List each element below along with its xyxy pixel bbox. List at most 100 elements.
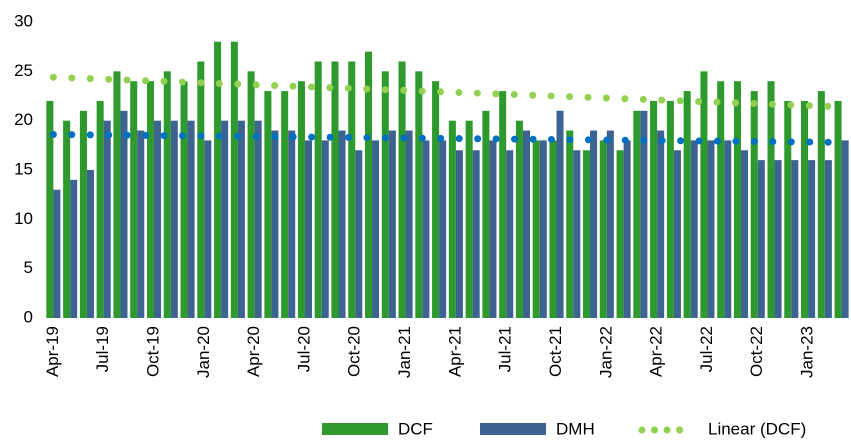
bar — [623, 140, 631, 318]
bar — [170, 120, 178, 319]
bar — [288, 130, 296, 318]
bar — [482, 110, 490, 318]
bar — [79, 110, 87, 318]
bar — [146, 81, 155, 318]
legend-swatch — [322, 423, 388, 435]
bar — [264, 91, 272, 318]
bar — [230, 41, 238, 318]
bar — [666, 100, 674, 318]
bar — [154, 120, 162, 319]
bar — [650, 100, 658, 318]
bar — [137, 130, 145, 318]
bar — [180, 81, 188, 318]
bar — [640, 110, 648, 318]
bar — [590, 130, 598, 318]
bar — [247, 71, 255, 318]
x-tick-label: Jan-21 — [395, 326, 414, 378]
bar — [103, 120, 111, 319]
bar — [96, 100, 104, 318]
bar — [120, 110, 128, 318]
trend-line — [49, 130, 846, 146]
bar — [566, 130, 574, 318]
bar — [297, 81, 305, 318]
bar — [784, 100, 792, 318]
x-tick-label: Oct-21 — [546, 326, 565, 377]
bar — [506, 150, 514, 318]
bar — [757, 160, 765, 318]
bar — [304, 140, 312, 318]
bar — [673, 150, 681, 318]
y-tick-label: 0 — [24, 307, 33, 326]
legend-label: DCF — [398, 419, 433, 438]
bar — [606, 130, 614, 318]
bar — [364, 51, 373, 318]
x-tick-label: Jul-19 — [93, 326, 112, 372]
bar — [432, 81, 440, 318]
legend-label: Linear (DCF) — [708, 419, 806, 438]
bar — [187, 120, 195, 319]
bar — [801, 100, 809, 318]
bar — [657, 130, 665, 318]
bar — [237, 120, 245, 319]
x-tick-label: Jul-20 — [294, 326, 313, 372]
y-tick-label: 15 — [14, 159, 33, 178]
trend-line — [49, 73, 846, 111]
y-tick-label: 25 — [14, 61, 33, 80]
bar — [381, 71, 389, 318]
bar — [633, 110, 641, 318]
bar — [556, 110, 564, 318]
bar — [314, 61, 322, 318]
x-tick-label: Apr-19 — [43, 326, 62, 377]
bar — [130, 81, 138, 318]
bar — [86, 170, 94, 318]
bar — [214, 41, 222, 318]
bar — [499, 91, 507, 318]
bar — [824, 160, 832, 318]
bar — [683, 91, 691, 318]
bar — [388, 130, 396, 318]
bar — [841, 140, 849, 318]
bar — [372, 140, 380, 318]
y-tick-label: 10 — [14, 209, 33, 228]
bar — [717, 81, 725, 318]
bar — [616, 150, 624, 318]
bar — [331, 61, 339, 318]
y-tick-label: 30 — [14, 11, 33, 30]
bar — [398, 61, 406, 318]
bar — [70, 179, 78, 318]
bar — [348, 61, 356, 318]
bar — [321, 140, 329, 318]
bar — [573, 150, 581, 318]
bar — [46, 100, 54, 318]
bar — [515, 120, 523, 319]
bar — [583, 150, 591, 318]
x-tick-label: Apr-20 — [244, 326, 263, 377]
x-tick-label: Apr-22 — [647, 326, 666, 377]
bar — [439, 140, 447, 318]
legend-label: DMH — [556, 419, 595, 438]
bar — [733, 81, 741, 318]
bar — [465, 120, 473, 319]
bar — [791, 160, 799, 318]
bar — [700, 71, 708, 318]
x-tick-label: Jul-21 — [496, 326, 515, 372]
bar — [740, 150, 749, 318]
bar — [767, 81, 775, 318]
x-tick-label: Jan-23 — [798, 326, 817, 378]
bar — [63, 120, 71, 319]
bar — [599, 140, 607, 318]
bar — [422, 140, 430, 318]
bar — [448, 120, 456, 319]
bar — [338, 130, 346, 318]
bar — [113, 71, 121, 318]
y-tick-label: 5 — [24, 258, 33, 277]
bar — [197, 61, 205, 318]
bar — [522, 130, 531, 318]
legend-swatch — [480, 423, 546, 435]
bar — [724, 140, 732, 318]
bar — [750, 91, 758, 318]
bar — [281, 91, 289, 318]
bar — [53, 189, 61, 318]
bar — [254, 120, 262, 319]
